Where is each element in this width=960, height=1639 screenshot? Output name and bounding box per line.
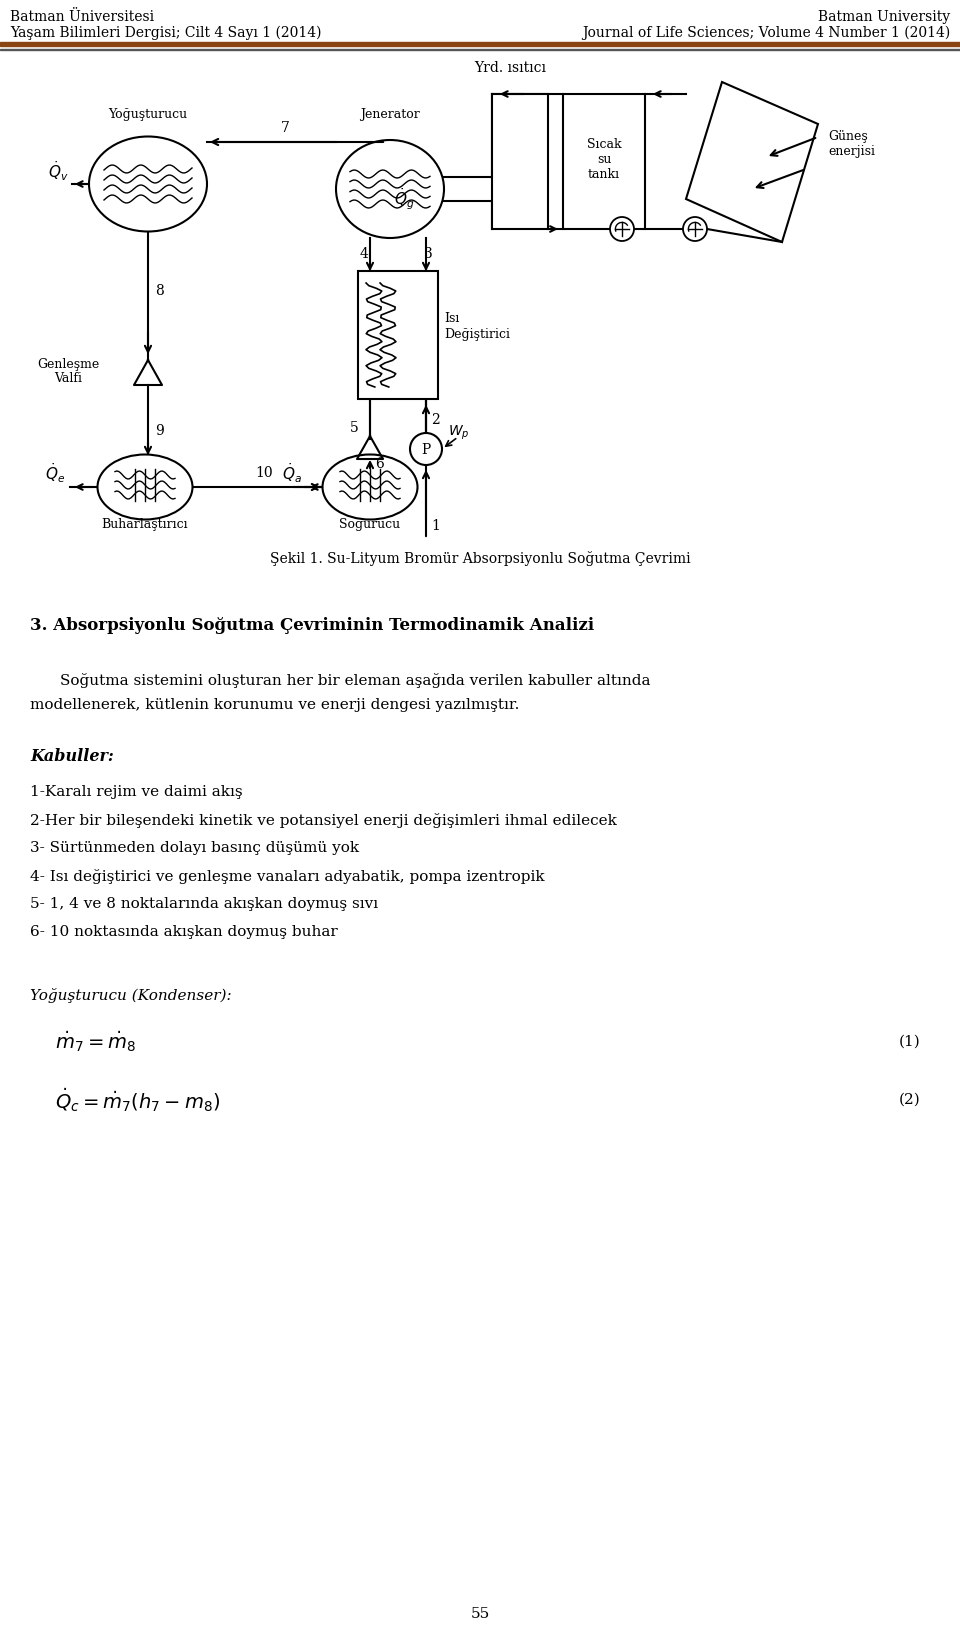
Text: 3- Sürtünmeden dolayı basınç düşümü yok: 3- Sürtünmeden dolayı basınç düşümü yok bbox=[30, 841, 359, 854]
Text: Güneş: Güneş bbox=[828, 129, 868, 143]
Text: (1): (1) bbox=[899, 1034, 920, 1049]
Text: Yaşam Bilimleri Dergisi; Cilt 4 Sayı 1 (2014): Yaşam Bilimleri Dergisi; Cilt 4 Sayı 1 (… bbox=[10, 26, 322, 41]
Text: Kabuller:: Kabuller: bbox=[30, 747, 113, 764]
Text: 2-Her bir bileşendeki kinetik ve potansiyel enerji değişimleri ihmal edilecek: 2-Her bir bileşendeki kinetik ve potansi… bbox=[30, 813, 617, 828]
Text: 3. Absorpsiyonlu Soğutma Çevriminin Termodinamik Analizi: 3. Absorpsiyonlu Soğutma Çevriminin Term… bbox=[30, 616, 594, 634]
Text: Batman University: Batman University bbox=[818, 10, 950, 25]
Text: 4- Isı değiştirici ve genleşme vanaları adyabatik, pompa izentropik: 4- Isı değiştirici ve genleşme vanaları … bbox=[30, 869, 544, 883]
Text: 8: 8 bbox=[155, 284, 164, 298]
Text: 1-Karalı rejim ve daimi akış: 1-Karalı rejim ve daimi akış bbox=[30, 785, 243, 798]
Text: $W_p$: $W_p$ bbox=[448, 425, 469, 443]
Text: Yoğuşturucu (Kondenser):: Yoğuşturucu (Kondenser): bbox=[30, 987, 231, 1003]
Bar bbox=[563, 95, 645, 229]
Text: $\dot{Q}_v$: $\dot{Q}_v$ bbox=[48, 159, 68, 182]
Text: $\dot{m}_7 = \dot{m}_8$: $\dot{m}_7 = \dot{m}_8$ bbox=[55, 1029, 136, 1054]
Text: 55: 55 bbox=[470, 1606, 490, 1619]
Text: modellenerek, kütlenin korunumu ve enerji dengesi yazılmıştır.: modellenerek, kütlenin korunumu ve enerj… bbox=[30, 698, 519, 711]
Text: P: P bbox=[421, 443, 431, 457]
Ellipse shape bbox=[98, 456, 193, 520]
Text: 2: 2 bbox=[431, 413, 440, 426]
Text: $\dot{Q}_c = \dot{m}_7\left(h_7 - m_8\right)$: $\dot{Q}_c = \dot{m}_7\left(h_7 - m_8\ri… bbox=[55, 1085, 220, 1113]
Text: 6: 6 bbox=[375, 457, 384, 470]
Text: Genleşme: Genleşme bbox=[36, 357, 99, 370]
Bar bbox=[0, 43, 960, 48]
Text: su: su bbox=[597, 152, 612, 166]
Text: Isı: Isı bbox=[444, 311, 460, 325]
Text: $\dot{Q}_g$: $\dot{Q}_g$ bbox=[394, 187, 415, 211]
Text: Batman Üniversitesi: Batman Üniversitesi bbox=[10, 10, 155, 25]
Text: $\dot{Q}_e$: $\dot{Q}_e$ bbox=[45, 461, 65, 485]
Text: 9: 9 bbox=[155, 425, 164, 438]
Text: Sıcak: Sıcak bbox=[587, 138, 621, 151]
Circle shape bbox=[610, 218, 634, 243]
Bar bbox=[358, 272, 438, 400]
Text: Yoğuşturucu: Yoğuşturucu bbox=[108, 108, 187, 121]
Bar bbox=[492, 95, 548, 229]
Text: Journal of Life Sciences; Volume 4 Number 1 (2014): Journal of Life Sciences; Volume 4 Numbe… bbox=[582, 26, 950, 41]
Text: Jenerator: Jenerator bbox=[360, 108, 420, 121]
Circle shape bbox=[410, 434, 442, 465]
Text: Soğurucu: Soğurucu bbox=[340, 518, 400, 531]
Ellipse shape bbox=[336, 141, 444, 239]
Text: Değiştirici: Değiştirici bbox=[444, 328, 510, 341]
Text: 3: 3 bbox=[424, 247, 433, 261]
Text: Şekil 1. Su-Lityum Bromür Absorpsiyonlu Soğutma Çevrimi: Şekil 1. Su-Lityum Bromür Absorpsiyonlu … bbox=[270, 551, 690, 565]
Text: enerjisi: enerjisi bbox=[828, 144, 875, 157]
Text: $\dot{Q}_a$: $\dot{Q}_a$ bbox=[282, 461, 302, 485]
Text: 7: 7 bbox=[280, 121, 289, 134]
Text: 1: 1 bbox=[431, 518, 440, 533]
Text: tankı: tankı bbox=[588, 167, 620, 180]
Ellipse shape bbox=[323, 456, 418, 520]
Text: 5- 1, 4 ve 8 noktalarında akışkan doymuş sıvı: 5- 1, 4 ve 8 noktalarında akışkan doymuş… bbox=[30, 897, 378, 910]
Text: 4: 4 bbox=[360, 247, 369, 261]
Text: 6- 10 noktasında akışkan doymuş buhar: 6- 10 noktasında akışkan doymuş buhar bbox=[30, 924, 338, 939]
Text: 10: 10 bbox=[255, 465, 273, 480]
Text: Yrd. ısıtıcı: Yrd. ısıtıcı bbox=[474, 61, 546, 75]
Text: (2): (2) bbox=[899, 1092, 920, 1106]
Text: Valfi: Valfi bbox=[54, 372, 82, 385]
Ellipse shape bbox=[89, 138, 207, 233]
Text: 5: 5 bbox=[350, 421, 359, 434]
Circle shape bbox=[683, 218, 707, 243]
Text: Buharlaştırıcı: Buharlaştırıcı bbox=[102, 518, 188, 531]
Text: Soğutma sistemini oluşturan her bir eleman aşağıda verilen kabuller altında: Soğutma sistemini oluşturan her bir elem… bbox=[60, 672, 651, 688]
